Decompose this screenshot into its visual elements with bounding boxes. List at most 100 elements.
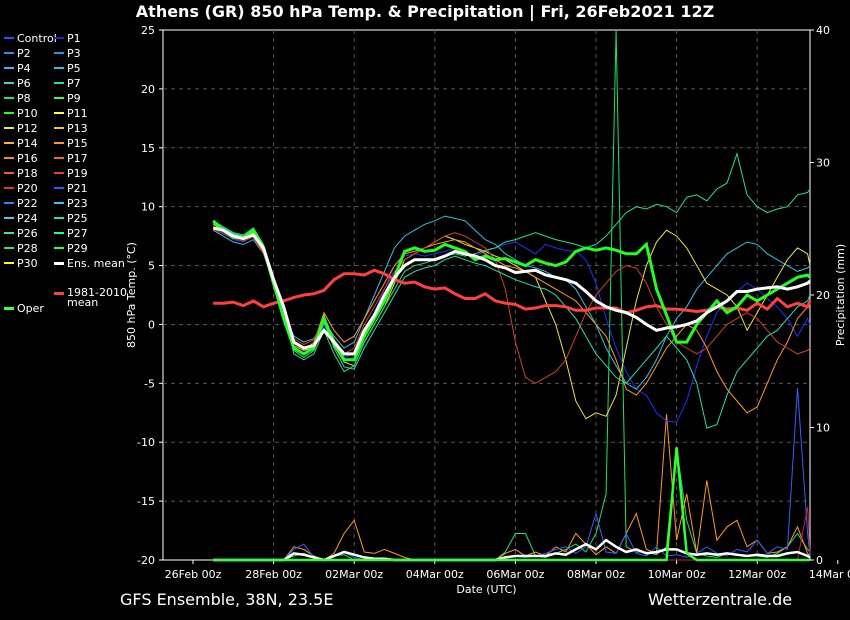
member-line	[212, 215, 811, 390]
legend-entry: P5	[54, 63, 81, 75]
x-tick-label: 08Mar 00z	[567, 568, 625, 581]
legend-swatch	[4, 217, 14, 219]
legend-swatch	[54, 291, 64, 295]
x-tick-label: 04Mar 00z	[406, 568, 464, 581]
legend-entry: P28	[4, 243, 38, 255]
member-line	[212, 222, 811, 429]
legend-label: P2	[17, 47, 31, 60]
legend-swatch	[54, 37, 64, 39]
legend-swatch	[4, 172, 14, 174]
legend-label: P6	[17, 77, 31, 90]
legend-swatch	[4, 127, 14, 129]
model-info: GFS Ensemble, 38N, 23.5E	[120, 590, 334, 609]
chart-title: Athens (GR) 850 hPa Temp. & Precipitatio…	[135, 2, 715, 21]
source-credit: Wetterzentrale.de	[648, 590, 793, 609]
legend-entry: P9	[54, 93, 81, 105]
legend-label: P30	[17, 257, 38, 270]
x-tick-label: 10Mar 00z	[648, 568, 706, 581]
precip-line	[213, 447, 810, 562]
y2-tick-label: 20	[816, 289, 830, 302]
legend-label: P1	[67, 32, 81, 45]
y-tick-label: 10	[141, 201, 155, 214]
legend-swatch	[54, 187, 64, 189]
legend-swatch	[4, 82, 14, 84]
legend-swatch	[4, 232, 14, 234]
legend-entry: P26	[4, 228, 38, 240]
legend-swatch	[4, 202, 14, 204]
precip-line	[213, 414, 811, 561]
legend-label: P5	[67, 62, 81, 75]
legend-entry: P21	[54, 183, 88, 195]
legend-label: P25	[67, 212, 88, 225]
legend-label: Control	[17, 32, 57, 45]
legend-label: P21	[67, 182, 88, 195]
legend-entry: P4	[4, 63, 31, 75]
y-tick-label: -10	[137, 436, 155, 449]
legend-entry: P16	[4, 153, 38, 165]
y-tick-label: 20	[141, 83, 155, 96]
legend-swatch	[54, 247, 64, 249]
x-axis-label: Date (UTC)	[456, 583, 516, 596]
legend-label: P9	[67, 92, 81, 105]
x-tick-label: 14Mar 00z	[809, 568, 850, 581]
legend-swatch	[4, 52, 14, 54]
legend-swatch	[54, 142, 64, 144]
legend-swatch	[54, 112, 64, 114]
legend-swatch	[54, 97, 64, 99]
legend-label: P8	[17, 92, 31, 105]
y-tick-label: 25	[141, 24, 155, 37]
legend-label: P22	[17, 197, 38, 210]
legend-label: Oper	[17, 302, 44, 315]
y-tick-label: -15	[137, 495, 155, 508]
y-tick-label: 5	[148, 260, 155, 273]
legend-entry: P18	[4, 168, 38, 180]
legend-entry: P12	[4, 123, 38, 135]
legend-entry: P19	[54, 168, 88, 180]
legend-swatch	[4, 262, 14, 264]
legend-entry: P22	[4, 198, 38, 210]
legend-entry: P1	[54, 33, 81, 45]
legend-entry: P20	[4, 183, 38, 195]
x-tick-label: 06Mar 00z	[486, 568, 544, 581]
legend-label: Ens. mean	[67, 257, 125, 270]
legend-label: P16	[17, 152, 38, 165]
y2-tick-label: 10	[816, 422, 830, 435]
legend-entry: P15	[54, 138, 88, 150]
legend-label: P23	[67, 197, 88, 210]
y-tick-label: 15	[141, 142, 155, 155]
y2-tick-label: 40	[816, 24, 830, 37]
x-tick-label: 02Mar 00z	[325, 568, 383, 581]
legend-label: P4	[17, 62, 31, 75]
legend-entry: P13	[54, 123, 88, 135]
y-tick-label: -5	[144, 377, 155, 390]
legend-swatch	[4, 247, 14, 249]
legend-swatch	[54, 261, 64, 265]
legend-label: P17	[67, 152, 88, 165]
legend-entry: P3	[54, 48, 81, 60]
legend-label: P13	[67, 122, 88, 135]
legend-swatch	[54, 232, 64, 234]
y-tick-label: 0	[148, 318, 155, 331]
legend-entry: Control	[4, 33, 57, 45]
legend-label: P15	[67, 137, 88, 150]
legend-swatch	[54, 202, 64, 204]
member-line	[212, 226, 811, 414]
legend-entry: P7	[54, 78, 81, 90]
x-tick-label: 28Feb 00z	[245, 568, 302, 581]
y2-tick-label: 0	[816, 554, 823, 567]
legend-entry: P27	[54, 228, 88, 240]
legend-entry: P14	[4, 138, 38, 150]
legend-entry: P10	[4, 108, 38, 120]
oper-line	[212, 219, 812, 362]
legend-swatch	[54, 82, 64, 84]
legend-entry: P17	[54, 153, 88, 165]
legend-swatch	[4, 112, 14, 114]
legend-label: P20	[17, 182, 38, 195]
legend-label: P18	[17, 167, 38, 180]
legend: Control P1 P2 P3 P4 P5 P6 P7 P8 P9 P10 P11 P12 P13 P14…	[0, 33, 140, 323]
legend-label: P7	[67, 77, 81, 90]
legend-entry: P23	[54, 198, 88, 210]
legend-swatch	[4, 187, 14, 189]
legend-label: P19	[67, 167, 88, 180]
legend-entry: Ens. mean	[54, 258, 125, 270]
